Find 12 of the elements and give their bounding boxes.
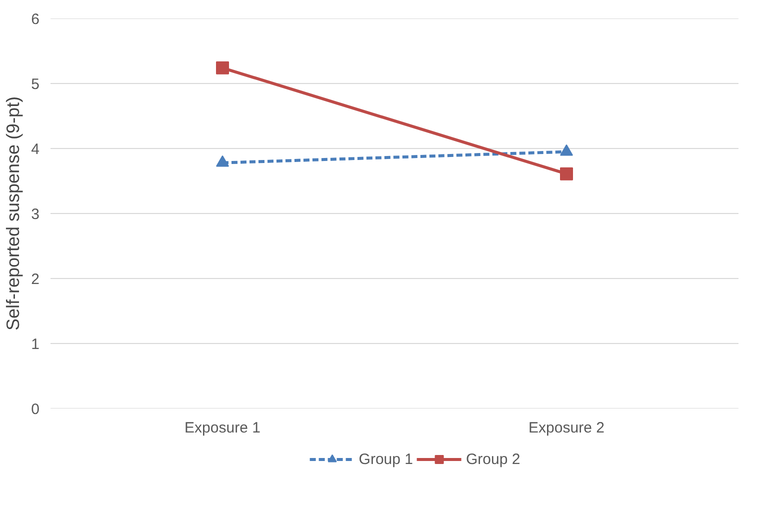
y-tick-label: 2 — [31, 271, 40, 288]
y-tick-label: 4 — [31, 141, 40, 158]
y-tick-label: 1 — [31, 336, 40, 353]
y-tick-label: 3 — [31, 206, 40, 223]
y-axis-title: Self-reported suspense (9-pt) — [3, 96, 24, 331]
x-tick-label: Exposure 1 — [184, 420, 260, 436]
x-tick-label: Exposure 2 — [528, 420, 604, 436]
legend-label: Group 2 — [466, 450, 520, 468]
y-tick-label: 6 — [31, 11, 40, 28]
y-tick-label: 5 — [31, 76, 40, 93]
legend-label: Group 1 — [358, 450, 413, 468]
y-tick-label: 0 — [31, 401, 40, 418]
